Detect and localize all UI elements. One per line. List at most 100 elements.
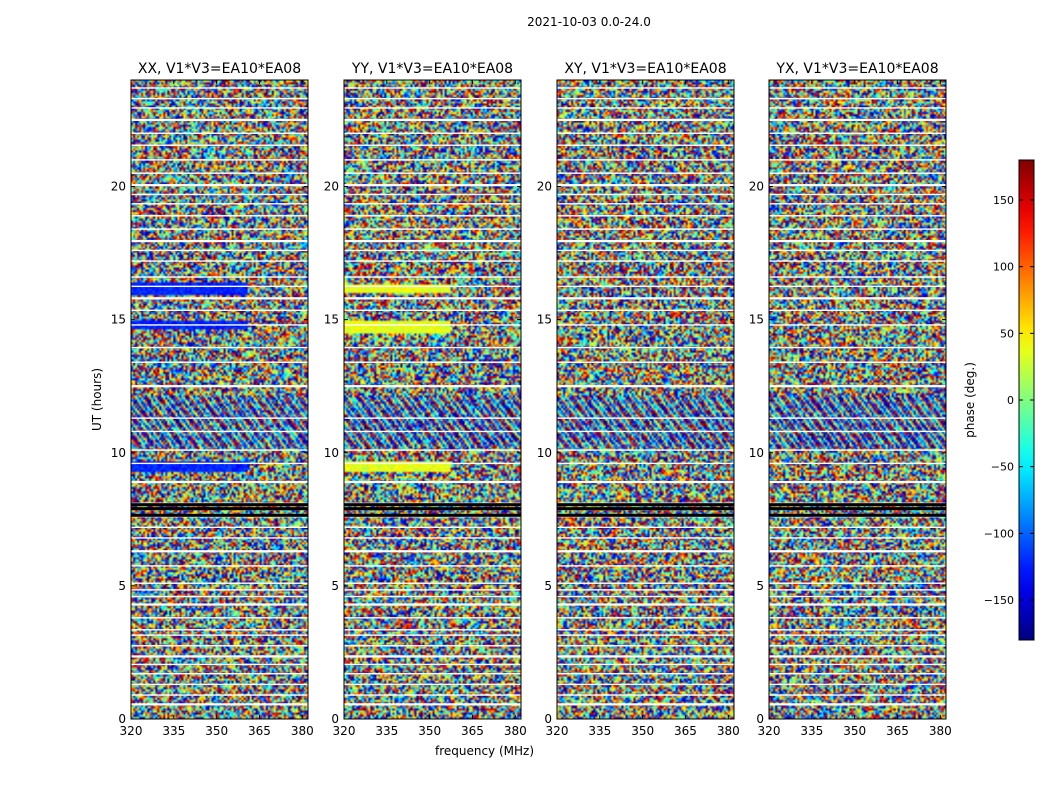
flagged-row xyxy=(344,172,521,174)
flagged-row xyxy=(344,526,521,528)
flagged-row xyxy=(769,683,946,686)
flagged-row xyxy=(131,645,308,647)
flagged-row xyxy=(769,617,946,619)
flagged-row xyxy=(557,249,734,252)
flagged-row xyxy=(344,309,521,312)
x-tick-label: 335 xyxy=(588,724,611,738)
y-tick-label: 0 xyxy=(118,712,126,726)
flagged-row xyxy=(344,385,521,388)
x-tick-label: 380 xyxy=(504,724,527,738)
flagged-row xyxy=(131,107,308,109)
flagged-row xyxy=(344,634,521,636)
flagged-row xyxy=(131,215,308,217)
flagged-row xyxy=(769,87,946,89)
flagged-row xyxy=(344,203,521,205)
y-tick-label: 10 xyxy=(324,446,339,460)
flagged-row xyxy=(131,276,308,278)
flagged-row xyxy=(344,430,521,433)
flagged-row xyxy=(131,172,308,174)
flagged-row xyxy=(131,324,308,326)
dark-row xyxy=(769,513,946,517)
flagged-row xyxy=(131,132,308,134)
y-tick-label: 15 xyxy=(537,313,552,327)
flagged-row xyxy=(557,309,734,312)
flagged-row xyxy=(344,694,521,696)
flagged-row xyxy=(344,239,521,243)
flagged-row xyxy=(557,565,734,567)
x-tick-label: 365 xyxy=(674,724,697,738)
flagged-row xyxy=(344,480,521,484)
flagged-row xyxy=(557,276,734,278)
flagged-row xyxy=(131,159,308,161)
flagged-row xyxy=(769,132,946,134)
dark-row xyxy=(557,503,734,507)
colorbar-tick-label: 0 xyxy=(1007,394,1014,407)
flagged-row xyxy=(557,655,734,658)
flagged-row xyxy=(131,673,308,675)
flagged-row xyxy=(769,107,946,109)
x-tick-label: 350 xyxy=(205,724,228,738)
flagged-row xyxy=(769,309,946,312)
flagged-row xyxy=(557,239,734,243)
colorbar: 150 100 50 0 −50 −100 −150 phase (deg.) xyxy=(963,159,1035,641)
flagged-row xyxy=(557,215,734,217)
flagged-row xyxy=(344,449,521,451)
x-tick-label: 350 xyxy=(631,724,654,738)
flagged-row xyxy=(557,603,734,606)
x-tick-label: 365 xyxy=(461,724,484,738)
flagged-row xyxy=(769,228,946,230)
flagged-row xyxy=(131,144,308,146)
y-tick-label: 20 xyxy=(749,180,764,194)
flagged-row xyxy=(769,276,946,278)
flagged-row xyxy=(557,324,734,326)
flagged-row xyxy=(344,629,521,631)
flagged-row xyxy=(344,260,521,262)
flagged-row xyxy=(769,526,946,528)
flagged-row xyxy=(344,655,521,658)
flagged-row xyxy=(344,550,521,553)
flagged-row xyxy=(557,462,734,465)
dark-row xyxy=(344,503,521,507)
flagged-row xyxy=(769,603,946,606)
flagged-row xyxy=(769,324,946,326)
flagged-row xyxy=(131,346,308,349)
flagged-row xyxy=(344,159,521,161)
flagged-row xyxy=(344,228,521,230)
phase-heatmap-image xyxy=(769,80,946,719)
flagged-row xyxy=(344,663,521,666)
axes-frame xyxy=(556,79,735,720)
x-tick-label: 335 xyxy=(800,724,823,738)
flagged-row xyxy=(131,603,308,606)
y-tick-label: 0 xyxy=(331,712,339,726)
x-tick-label: 365 xyxy=(248,724,271,738)
flagged-row xyxy=(344,215,521,217)
colorbar-tick-label: 50 xyxy=(1000,327,1014,340)
flagged-row xyxy=(769,184,946,187)
flagged-row xyxy=(557,87,734,89)
flagged-row xyxy=(131,694,308,696)
axes-frame xyxy=(343,79,522,720)
flagged-row xyxy=(131,118,308,122)
panels: XX, V1*V3=EA10*EA08 320 335 350 365 380 0 5 10 15… xyxy=(90,61,952,758)
y-tick-label: 5 xyxy=(544,579,552,593)
flagged-row xyxy=(344,97,521,100)
flagged-row xyxy=(131,617,308,619)
colorbar-tick-label: −150 xyxy=(984,594,1014,607)
flagged-row xyxy=(557,144,734,146)
flagged-row xyxy=(344,184,521,187)
flagged-row xyxy=(131,565,308,567)
flagged-row xyxy=(131,361,308,363)
y-tick-label: 5 xyxy=(331,579,339,593)
flagged-row xyxy=(769,629,946,631)
flagged-row xyxy=(131,582,308,584)
flagged-row xyxy=(769,144,946,146)
flagged-row xyxy=(557,193,734,196)
colorbar-tick-label: −50 xyxy=(991,461,1014,474)
flagged-row xyxy=(557,346,734,349)
flagged-row xyxy=(557,645,734,647)
flagged-row xyxy=(769,655,946,658)
dark-row xyxy=(769,503,946,507)
flagged-row xyxy=(769,537,946,539)
x-tick-label: 365 xyxy=(886,724,909,738)
